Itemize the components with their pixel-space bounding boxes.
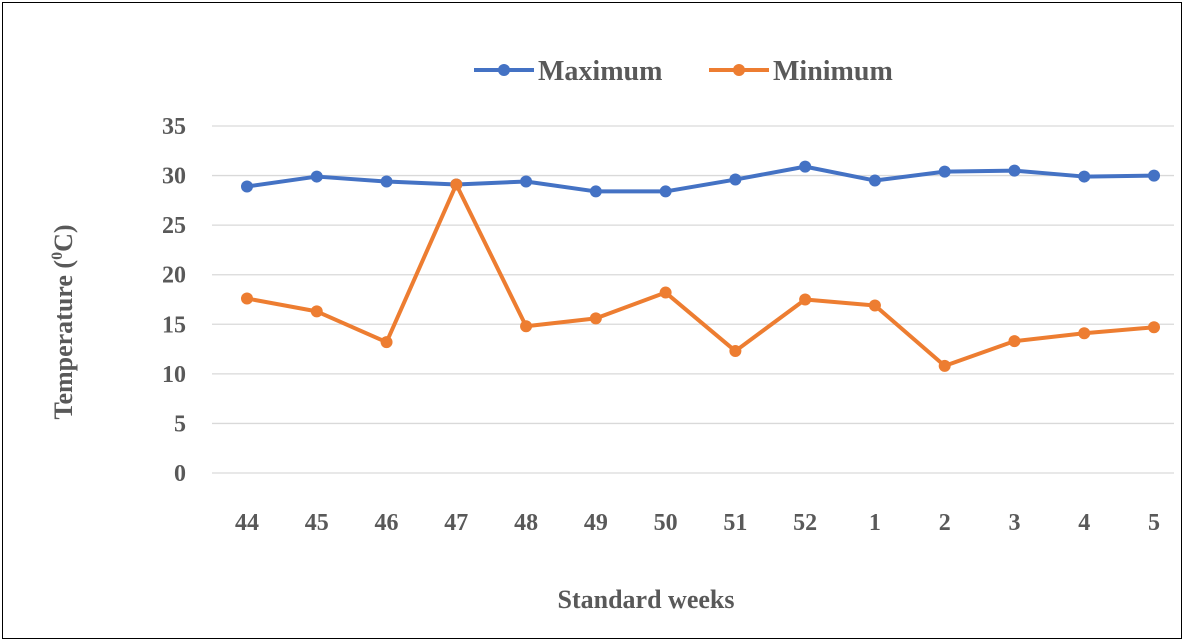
x-axis-ticks: 44 45 46 47 48 49 50 51 52 1 2 3 4 5 — [235, 510, 1160, 536]
data-point-maximum — [1008, 164, 1021, 177]
data-point-minimum — [1148, 321, 1160, 334]
data-point-minimum — [1008, 335, 1021, 348]
y-tick-label: 10 — [162, 362, 186, 388]
x-tick-label: 44 — [235, 510, 259, 536]
x-axis-title: Standard weeks — [558, 585, 735, 614]
data-point-minimum — [380, 336, 393, 349]
y-tick-label: 15 — [162, 312, 186, 338]
series-group — [241, 160, 1160, 372]
x-tick-label: 46 — [375, 510, 399, 536]
y-tick-label: 35 — [162, 114, 186, 140]
legend-label-maximum: Maximum — [538, 56, 662, 87]
legend-marker-minimum — [733, 64, 745, 76]
y-axis-ticks: 0 5 10 15 20 25 30 35 — [162, 114, 186, 487]
data-point-minimum — [520, 320, 533, 333]
data-point-maximum — [589, 185, 602, 198]
x-tick-label: 52 — [793, 510, 817, 536]
legend-marker-maximum — [498, 64, 510, 76]
x-tick-label: 48 — [514, 510, 538, 536]
data-point-minimum — [450, 178, 463, 191]
legend-item-maximum: Maximum — [474, 56, 662, 87]
y-tick-label: 0 — [174, 461, 186, 487]
y-axis-title-superscript: 0 — [49, 252, 66, 260]
data-point-maximum — [729, 173, 742, 186]
legend: Maximum Minimum — [474, 56, 893, 87]
data-point-maximum — [241, 180, 253, 193]
data-point-maximum — [1078, 170, 1091, 183]
x-tick-label: 5 — [1148, 510, 1160, 536]
y-axis-title: Temperature (0C) — [49, 224, 78, 419]
legend-label-minimum: Minimum — [773, 56, 893, 87]
x-tick-label: 1 — [869, 510, 881, 536]
data-point-minimum — [589, 312, 602, 325]
x-tick-label: 3 — [1008, 510, 1020, 536]
data-point-minimum — [241, 292, 253, 305]
data-point-maximum — [380, 175, 393, 188]
x-tick-label: 45 — [305, 510, 329, 536]
data-point-minimum — [729, 345, 742, 358]
data-point-maximum — [1148, 169, 1160, 182]
data-point-maximum — [799, 160, 812, 173]
data-point-maximum — [868, 174, 881, 187]
data-point-maximum — [520, 175, 533, 188]
legend-item-minimum: Minimum — [709, 56, 893, 87]
data-point-minimum — [1078, 327, 1091, 340]
x-tick-label: 47 — [444, 510, 468, 536]
y-axis-title-tail: C) — [49, 224, 78, 251]
data-point-maximum — [659, 185, 672, 198]
x-tick-label: 2 — [939, 510, 951, 536]
data-point-maximum — [310, 170, 323, 183]
data-point-maximum — [938, 165, 951, 178]
y-tick-label: 5 — [174, 411, 186, 437]
y-tick-label: 25 — [162, 213, 186, 239]
y-tick-label: 30 — [162, 164, 186, 190]
x-tick-label: 4 — [1078, 510, 1090, 536]
y-axis-title-main: Temperature ( — [49, 260, 78, 420]
x-tick-label: 49 — [584, 510, 608, 536]
series-line-minimum — [246, 182, 1155, 368]
data-point-minimum — [659, 286, 672, 299]
y-tick-label: 20 — [162, 263, 186, 289]
data-point-minimum — [799, 293, 812, 306]
series-line-maximum — [246, 164, 1155, 194]
data-point-minimum — [868, 299, 881, 312]
x-tick-label: 51 — [723, 510, 747, 536]
x-tick-label: 50 — [654, 510, 678, 536]
data-point-minimum — [938, 359, 951, 372]
data-point-minimum — [310, 305, 323, 318]
